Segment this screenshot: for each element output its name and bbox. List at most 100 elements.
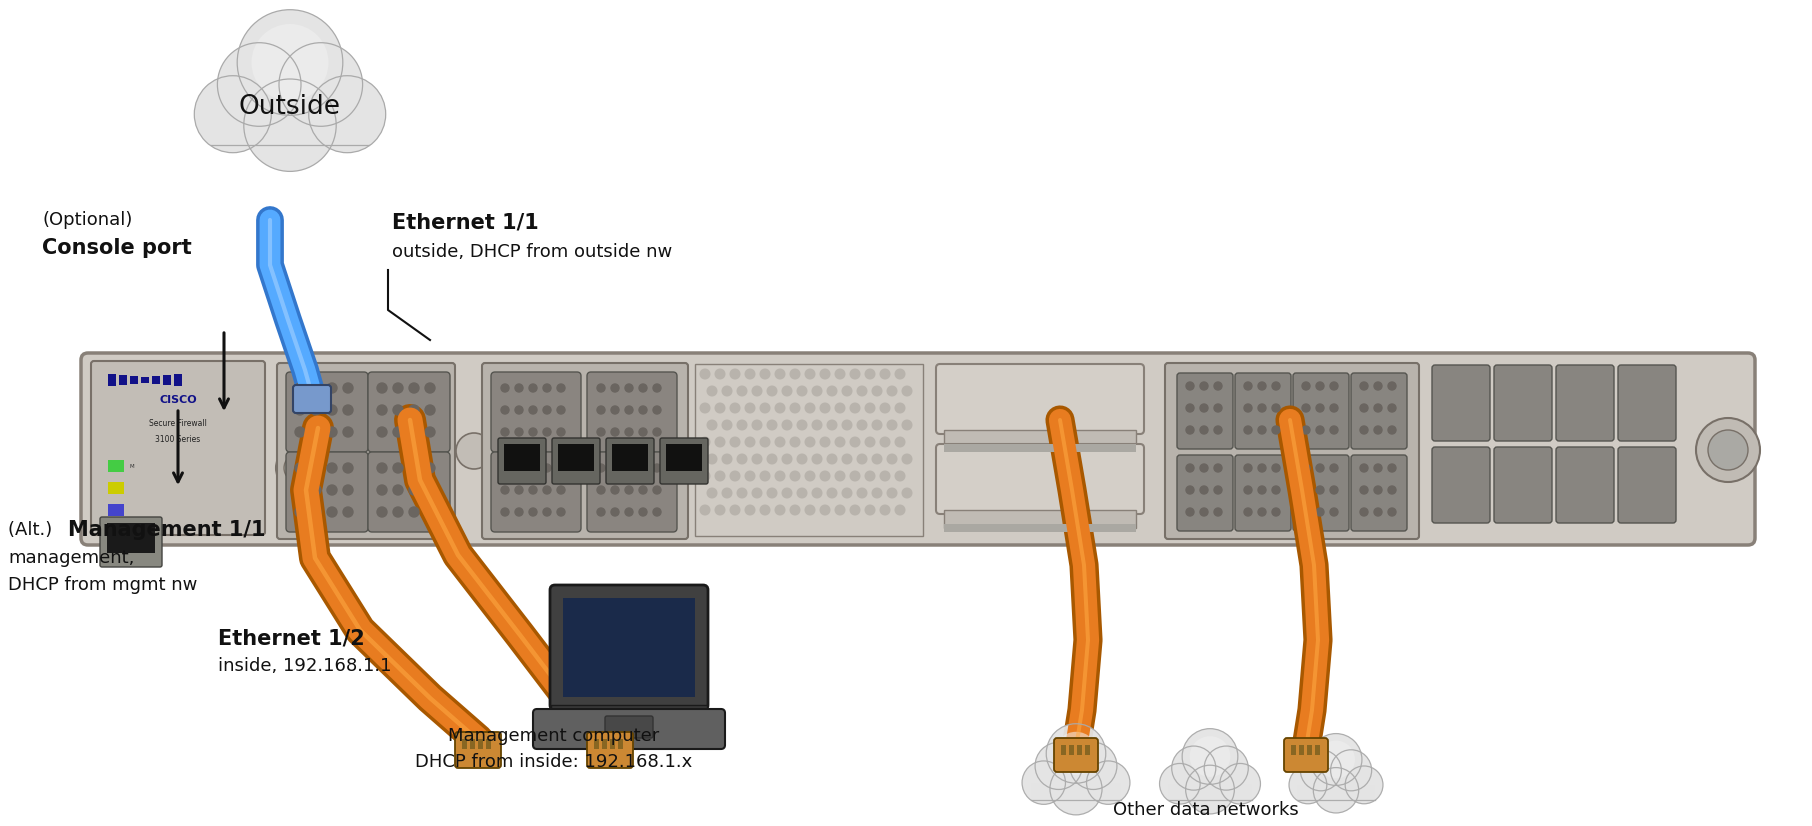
Circle shape: [864, 505, 875, 515]
Circle shape: [1245, 426, 1252, 434]
Circle shape: [515, 486, 524, 494]
Circle shape: [1330, 426, 1337, 434]
Circle shape: [841, 453, 852, 464]
Circle shape: [295, 405, 304, 415]
Circle shape: [886, 487, 897, 499]
Circle shape: [556, 384, 565, 392]
FancyBboxPatch shape: [82, 353, 1756, 545]
Circle shape: [652, 464, 661, 472]
Circle shape: [766, 386, 777, 396]
Circle shape: [426, 507, 435, 517]
Circle shape: [1055, 732, 1098, 775]
Circle shape: [1314, 767, 1359, 813]
Bar: [944, 524, 1136, 532]
Circle shape: [1373, 404, 1383, 412]
Circle shape: [805, 368, 815, 379]
Circle shape: [774, 368, 785, 379]
Circle shape: [835, 505, 846, 515]
Circle shape: [1214, 464, 1221, 472]
Circle shape: [1219, 763, 1261, 804]
Text: Other data networks: Other data networks: [1113, 801, 1299, 819]
FancyBboxPatch shape: [286, 452, 368, 532]
Circle shape: [752, 487, 763, 499]
FancyBboxPatch shape: [1557, 365, 1614, 441]
Circle shape: [1272, 404, 1279, 412]
Circle shape: [410, 405, 419, 415]
Circle shape: [640, 486, 647, 494]
Circle shape: [805, 436, 815, 448]
Circle shape: [714, 471, 725, 482]
Circle shape: [326, 507, 337, 517]
Circle shape: [611, 508, 620, 516]
Circle shape: [295, 383, 304, 393]
FancyBboxPatch shape: [1294, 455, 1348, 531]
Circle shape: [596, 384, 605, 392]
Circle shape: [872, 386, 882, 396]
Circle shape: [1361, 508, 1368, 516]
Circle shape: [410, 463, 419, 473]
Text: Management 1/1: Management 1/1: [69, 520, 266, 540]
Circle shape: [812, 420, 823, 430]
Circle shape: [752, 420, 763, 430]
Circle shape: [596, 508, 605, 516]
Circle shape: [500, 486, 509, 494]
Circle shape: [781, 420, 792, 430]
Circle shape: [819, 436, 830, 448]
Circle shape: [826, 453, 837, 464]
Circle shape: [1258, 464, 1267, 472]
Circle shape: [308, 76, 386, 153]
Circle shape: [835, 402, 846, 414]
Circle shape: [1245, 464, 1252, 472]
Circle shape: [1272, 426, 1279, 434]
FancyBboxPatch shape: [1165, 363, 1419, 539]
Circle shape: [1303, 426, 1310, 434]
Bar: [1169, 784, 1252, 800]
Circle shape: [1200, 404, 1209, 412]
Circle shape: [625, 464, 632, 472]
Circle shape: [879, 368, 890, 379]
Circle shape: [1035, 743, 1082, 790]
Circle shape: [1069, 743, 1116, 790]
Circle shape: [426, 383, 435, 393]
FancyBboxPatch shape: [455, 732, 500, 768]
Circle shape: [640, 406, 647, 414]
FancyBboxPatch shape: [551, 585, 708, 710]
Circle shape: [1245, 486, 1252, 494]
FancyBboxPatch shape: [937, 364, 1143, 434]
Circle shape: [312, 463, 321, 473]
FancyBboxPatch shape: [587, 732, 632, 768]
Circle shape: [1200, 426, 1209, 434]
Circle shape: [1330, 464, 1337, 472]
Circle shape: [426, 427, 435, 437]
Circle shape: [805, 505, 815, 515]
Circle shape: [640, 464, 647, 472]
Circle shape: [1301, 750, 1341, 790]
Circle shape: [1388, 404, 1395, 412]
Bar: [109, 374, 116, 386]
Circle shape: [1330, 382, 1337, 390]
Bar: [1297, 785, 1375, 800]
Circle shape: [730, 505, 741, 515]
Circle shape: [699, 505, 710, 515]
Circle shape: [326, 485, 337, 495]
Circle shape: [377, 485, 388, 495]
Circle shape: [714, 402, 725, 414]
Circle shape: [1361, 426, 1368, 434]
Circle shape: [781, 487, 792, 499]
Circle shape: [652, 486, 661, 494]
Circle shape: [745, 368, 756, 379]
Circle shape: [556, 428, 565, 436]
Circle shape: [1303, 508, 1310, 516]
Circle shape: [245, 79, 337, 172]
Bar: [594, 739, 600, 749]
Circle shape: [515, 428, 524, 436]
Circle shape: [1696, 418, 1759, 482]
Circle shape: [835, 368, 846, 379]
Circle shape: [652, 384, 661, 392]
Circle shape: [342, 507, 353, 517]
Bar: [109, 460, 123, 472]
FancyBboxPatch shape: [605, 716, 652, 738]
Circle shape: [1373, 464, 1383, 472]
Circle shape: [766, 420, 777, 430]
Text: Console port: Console port: [42, 238, 192, 258]
